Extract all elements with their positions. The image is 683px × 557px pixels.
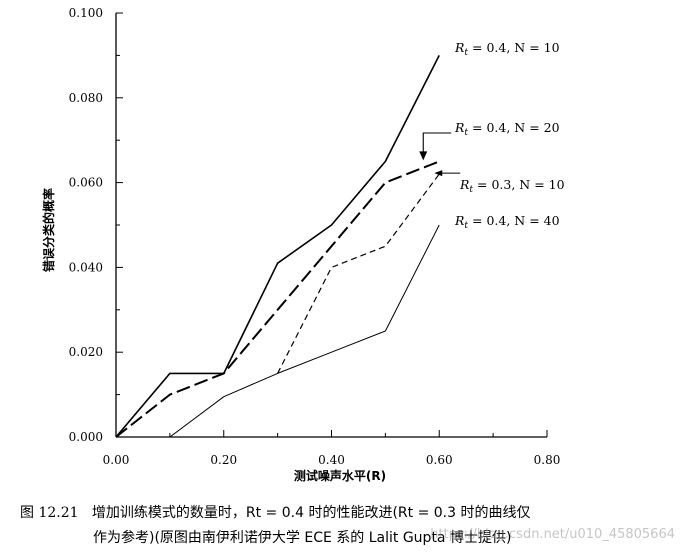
series-line-4 [169, 224, 440, 438]
series-label-2: Rt = 0.4, N = 20 [454, 120, 560, 138]
caption-text-1: 增加训练模式的数量时，Rt = 0.4 时的性能改进(Rt = 0.3 时的曲线… [91, 505, 531, 521]
series-labels: Rt = 0.4, N = 10 Rt = 0.4, N = 20 Rt = 0.3… [454, 40, 565, 231]
series-line-1 [115, 55, 440, 438]
y-tick-label: 0.100 [69, 6, 103, 20]
y-tick-label: 0.080 [69, 91, 103, 105]
x-tick-label: 0.40 [318, 453, 345, 467]
x-tick-label: 0.00 [103, 453, 130, 467]
x-axis-title: 测试噪声水平(R) [294, 468, 386, 483]
leader-n20 [422, 132, 452, 155]
caption-text-2: 作为参考)(原图由南伊利诺伊大学 ECE 系的 Lalit Gupta 博士提供… [93, 530, 512, 546]
arrowhead-n20 [419, 151, 428, 161]
figure-number: 图 12.21 [20, 505, 79, 521]
series-line-2 [115, 160, 440, 438]
arrowhead-n10-rt03 [434, 170, 443, 177]
caption-line-2: 作为参考)(原图由南伊利诺伊大学 ECE 系的 Lalit Gupta 博士提供… [93, 527, 511, 547]
y-axis-title: 错误分类的概率 [41, 188, 56, 272]
x-tick-label: 0.80 [534, 453, 561, 467]
y-ticks: 0.000 0.020 0.040 0.060 0.080 0.100 [69, 6, 123, 444]
series-label-3: Rt = 0.3, N = 10 [459, 177, 565, 195]
y-tick-label: 0.020 [69, 345, 103, 359]
series-label-arrows [419, 132, 461, 177]
series-label-1: Rt = 0.4, N = 10 [454, 40, 560, 58]
watermark: https://blog.csdn.net/u010_45805664 [430, 527, 675, 542]
y-tick-label: 0.060 [69, 176, 103, 190]
x-ticks: 0.00 0.20 0.40 0.60 0.80 [103, 430, 561, 467]
y-tick-label: 0.040 [69, 260, 103, 274]
chart: 0.00 0.20 0.40 0.60 0.80 0.000 0.020 0.040 0.06… [41, 6, 565, 483]
caption-line-1: 图 12.21 增加训练模式的数量时，Rt = 0.4 时的性能改进(Rt = … [20, 502, 530, 522]
series-line-3 [277, 173, 440, 374]
x-tick-label: 0.20 [210, 453, 237, 467]
series-label-4: Rt = 0.4, N = 40 [454, 213, 560, 231]
x-tick-label: 0.60 [426, 453, 453, 467]
series-lines [115, 55, 440, 438]
y-tick-label: 0.000 [69, 430, 103, 444]
